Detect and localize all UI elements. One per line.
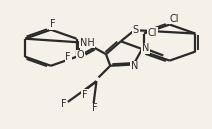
Text: Cl: Cl bbox=[169, 14, 179, 24]
Text: NH: NH bbox=[80, 38, 94, 48]
Text: S: S bbox=[133, 25, 139, 35]
Text: F: F bbox=[65, 52, 71, 62]
Text: F: F bbox=[82, 90, 88, 100]
Text: F: F bbox=[50, 19, 56, 29]
Text: Cl: Cl bbox=[148, 28, 157, 38]
Text: N: N bbox=[142, 43, 149, 53]
Text: O: O bbox=[77, 50, 84, 61]
Text: F: F bbox=[92, 103, 97, 113]
Text: N: N bbox=[131, 61, 138, 71]
Text: F: F bbox=[61, 99, 66, 109]
